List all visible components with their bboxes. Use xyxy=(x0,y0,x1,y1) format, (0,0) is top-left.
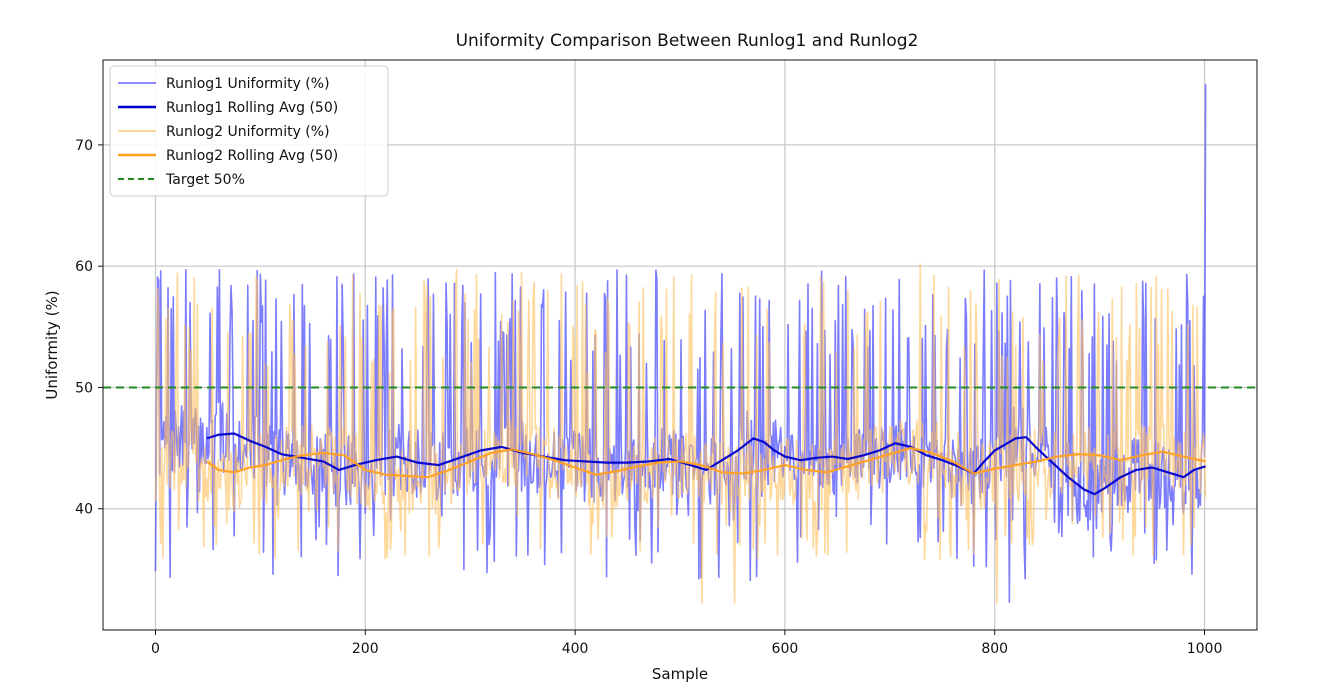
legend-box xyxy=(109,65,389,197)
x-tick-label: 0 xyxy=(151,641,160,657)
legend-label: Runlog1 Uniformity (%) xyxy=(166,76,330,92)
x-tick-label: 200 xyxy=(352,641,379,657)
series-layer xyxy=(154,84,1207,605)
legend-label: Runlog2 Uniformity (%) xyxy=(166,124,330,140)
legend-label: Target 50% xyxy=(165,172,245,188)
y-tick-label: 60 xyxy=(75,259,93,275)
series-line-2 xyxy=(206,432,1206,496)
y-tick-label: 50 xyxy=(75,380,93,396)
y-ticks: 40 50 60 70 xyxy=(75,138,103,518)
legend-label: Runlog2 Rolling Avg (50) xyxy=(166,148,338,164)
series-line-3 xyxy=(154,262,1207,605)
x-tick-label: 1000 xyxy=(1187,641,1223,657)
legend: Runlog1 Uniformity (%) Runlog1 Rolling Av… xyxy=(109,65,389,197)
y-tick-label: 40 xyxy=(75,502,93,518)
x-tick-label: 400 xyxy=(562,641,589,657)
y-axis-label: Uniformity (%) xyxy=(43,290,61,399)
x-ticks: 0 200 400 600 800 1000 xyxy=(151,630,1222,657)
x-tick-label: 800 xyxy=(981,641,1008,657)
x-axis-label: Sample xyxy=(652,665,708,683)
plot-frame xyxy=(102,59,1258,631)
series-line-4 xyxy=(206,446,1206,479)
legend-label: Runlog1 Rolling Avg (50) xyxy=(166,100,338,116)
chart-title: Uniformity Comparison Between Runlog1 an… xyxy=(456,31,919,51)
x-tick-label: 600 xyxy=(772,641,799,657)
y-tick-label: 70 xyxy=(75,138,93,154)
